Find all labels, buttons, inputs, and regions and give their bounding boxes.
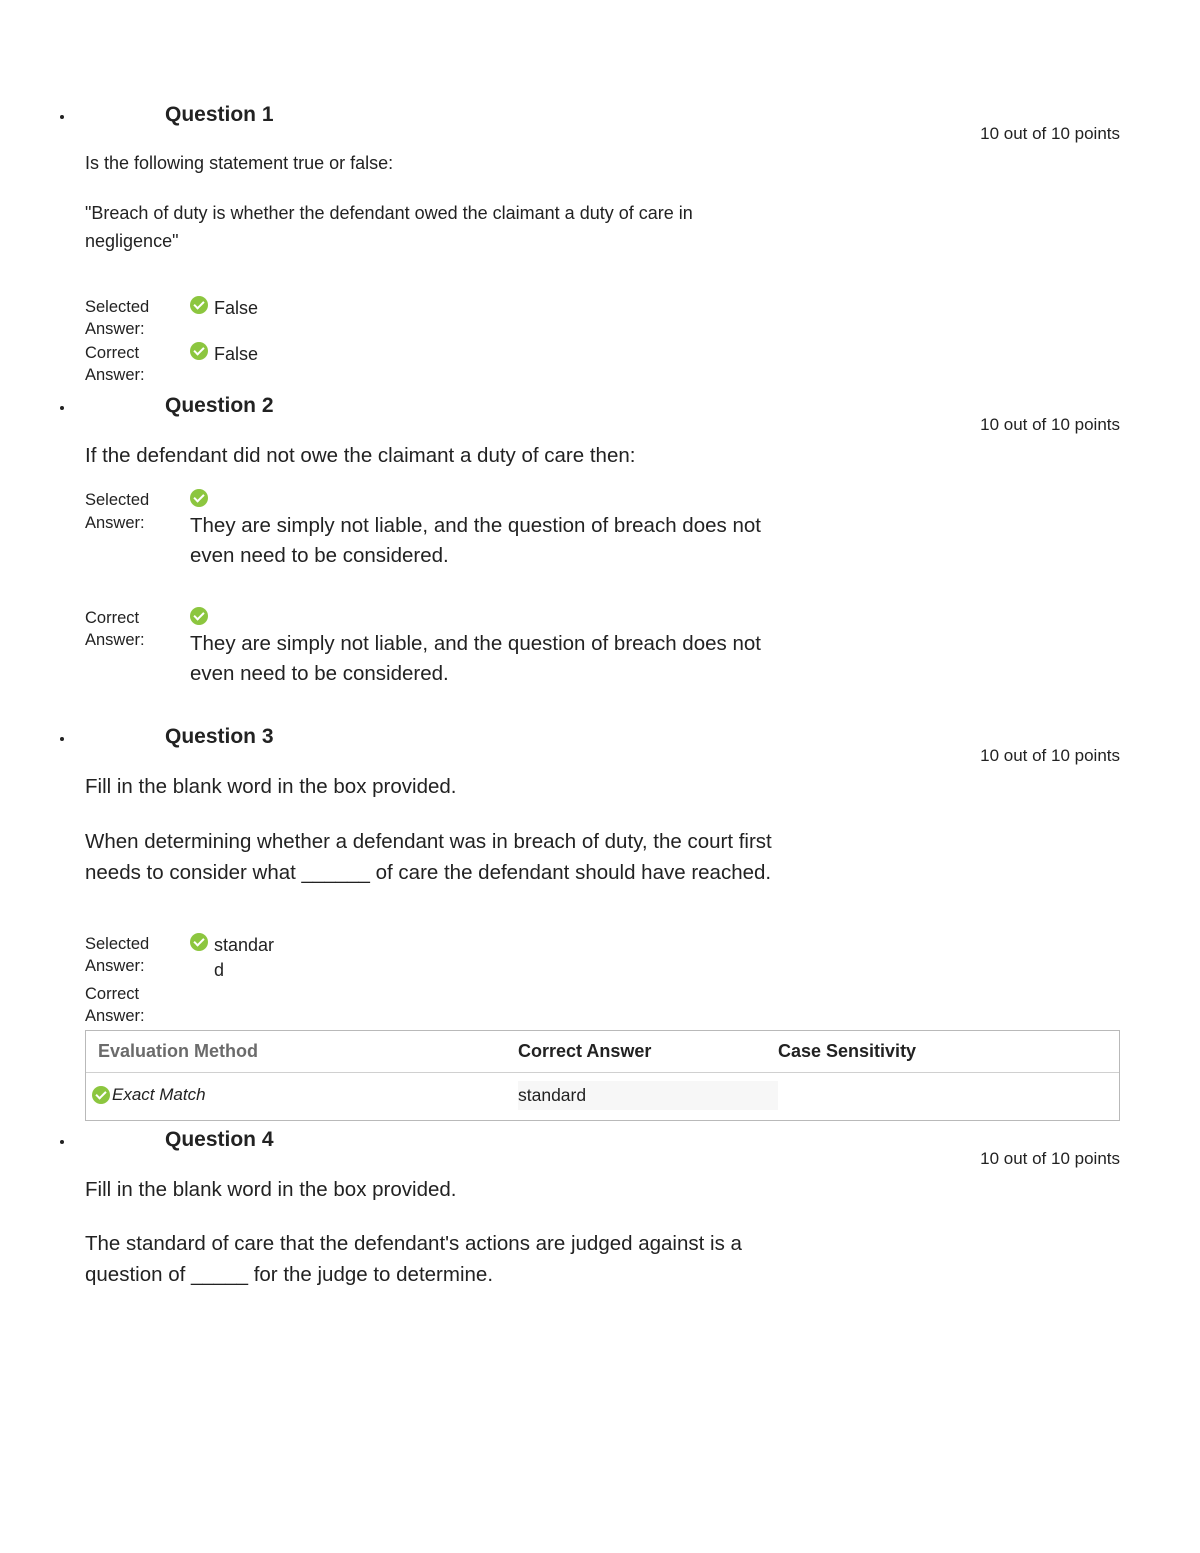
correct-answer-label: Correct Answer: [85,342,190,387]
eval-col-answer: Correct Answer [518,1041,778,1062]
selected-answer-label: Selected Answer: [85,933,190,978]
selected-answer-value: False [214,296,269,321]
question-header: Question 2 10 out of 10 points [75,391,1120,435]
evaluation-table-row: Exact Match standard [86,1073,1119,1120]
selected-answer-row: Selected Answer: They are simply not lia… [85,489,1120,570]
question-points: 10 out of 10 points [980,100,1120,144]
prompt-line: "Breach of duty is whether the defendant… [85,200,775,256]
correct-answer-value: False [214,342,269,367]
prompt-blank-line [85,178,775,200]
question-header: Question 3 10 out of 10 points [75,722,1120,766]
question-title: Question 3 [165,722,274,751]
correct-answer-row: Correct Answer: [85,983,1120,1028]
correct-answer-label: Correct Answer: [85,983,190,1028]
question-prompt: Fill in the blank word in the box provid… [85,1175,805,1291]
question-header: Question 1 10 out of 10 points [75,100,1120,144]
question-body: Fill in the blank word in the box provid… [85,772,1120,1027]
question-body: Fill in the blank word in the box provid… [85,1175,1120,1291]
question-body: Is the following statement true or false… [85,150,1120,387]
eval-method-text: Exact Match [112,1085,206,1105]
question-title: Question 2 [165,391,274,420]
selected-answer-value: standard [214,933,284,983]
check-icon [190,489,208,507]
selected-answer-label: Selected Answer: [85,489,190,534]
question-item: Question 2 10 out of 10 points If the de… [75,391,1120,719]
correct-answer-label: Correct Answer: [85,607,190,652]
question-points: 10 out of 10 points [980,1125,1120,1169]
check-icon [190,342,208,360]
eval-col-method: Evaluation Method [98,1041,518,1062]
question-prompt: If the defendant did not owe the claiman… [85,441,805,472]
question-title: Question 4 [165,1125,274,1154]
correct-answer-value: They are simply not liable, and the ques… [190,629,780,688]
prompt-line: Fill in the blank word in the box provid… [85,1175,805,1206]
question-list: Question 1 10 out of 10 points Is the fo… [50,100,1120,1291]
prompt-blank-line [85,803,805,827]
check-icon [190,296,208,314]
prompt-line: Fill in the blank word in the box provid… [85,772,805,803]
correct-answer-row: Correct Answer: They are simply not liab… [85,607,1120,688]
evaluation-table-header: Evaluation Method Correct Answer Case Se… [86,1031,1119,1073]
selected-answer-value: They are simply not liable, and the ques… [190,511,780,570]
question-title: Question 1 [165,100,274,129]
prompt-blank-line [85,1205,805,1229]
prompt-line: The standard of care that the defendant'… [85,1229,805,1291]
eval-method-cell: Exact Match [92,1085,518,1105]
correct-answer-row: Correct Answer: False [85,342,1120,387]
check-icon [190,607,208,625]
selected-answer-label: Selected Answer: [85,296,190,341]
selected-answer-row: Selected Answer: standard [85,933,1120,983]
check-icon [92,1086,110,1104]
quiz-results-page: Question 1 10 out of 10 points Is the fo… [0,0,1200,1429]
question-body: If the defendant did not owe the claiman… [85,441,1120,689]
eval-col-case: Case Sensitivity [778,1041,1107,1062]
selected-answer-row: Selected Answer: False [85,296,1120,341]
question-item: Question 3 10 out of 10 points Fill in t… [75,722,1120,1120]
question-prompt: Fill in the blank word in the box provid… [85,772,805,888]
question-points: 10 out of 10 points [980,391,1120,435]
question-header: Question 4 10 out of 10 points [75,1125,1120,1169]
eval-answer-cell: standard [518,1081,778,1110]
prompt-line: When determining whether a defendant was… [85,827,805,889]
check-icon [190,933,208,951]
question-item: Question 4 10 out of 10 points Fill in t… [75,1125,1120,1291]
evaluation-table: Evaluation Method Correct Answer Case Se… [85,1030,1120,1121]
question-prompt: Is the following statement true or false… [85,150,775,256]
question-points: 10 out of 10 points [980,722,1120,766]
prompt-line: Is the following statement true or false… [85,150,775,178]
question-item: Question 1 10 out of 10 points Is the fo… [75,100,1120,387]
